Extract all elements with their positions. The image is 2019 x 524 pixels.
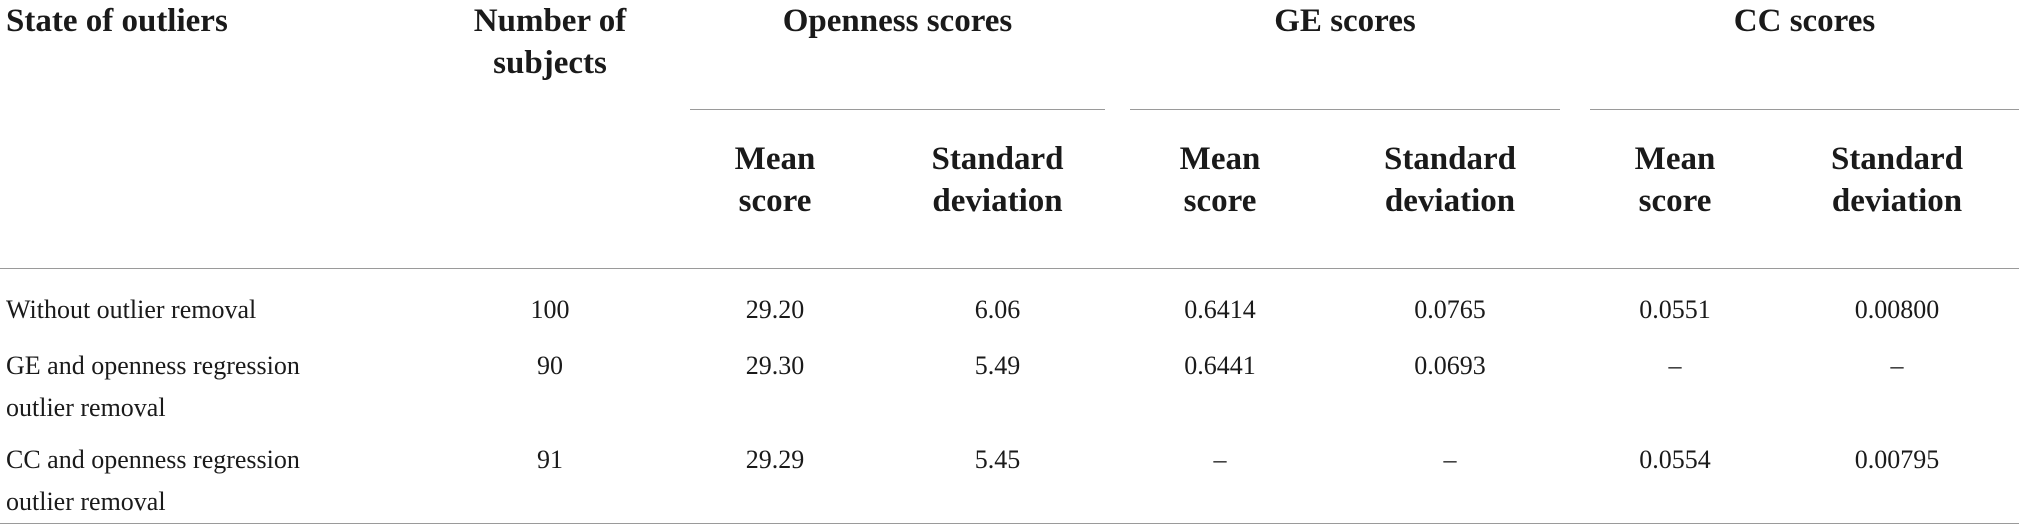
header-cc-sd-text: Standard deviation [1812, 138, 1982, 222]
header-ge-mean-text: Mean score [1160, 138, 1280, 222]
cell-cc-sd: – [1775, 335, 2019, 429]
cell-ge-sd: 0.0765 [1325, 269, 1575, 335]
cell-openness-sd: 5.45 [880, 429, 1115, 524]
header-openness-sd-text: Standard deviation [913, 138, 1083, 222]
header-ge-sd-text: Standard deviation [1365, 138, 1535, 222]
header-openness-mean: Mean score [670, 110, 880, 269]
header-state-of-outliers: State of outliers [0, 0, 430, 269]
cc-group-rule [1590, 109, 2019, 110]
cell-openness-sd: 6.06 [880, 269, 1115, 335]
cell-state: Without outlier removal [0, 269, 430, 335]
cell-openness-sd: 5.49 [880, 335, 1115, 429]
cell-cc-mean: 0.0554 [1575, 429, 1775, 524]
ge-group-rule [1130, 109, 1560, 110]
header-cc-sd: Standard deviation [1775, 110, 2019, 269]
cell-cc-mean: – [1575, 335, 1775, 429]
cell-ge-mean: – [1115, 429, 1325, 524]
cell-cc-sd: 0.00795 [1775, 429, 2019, 524]
cell-openness-mean: 29.29 [670, 429, 880, 524]
header-openness-scores-label: Openness scores [783, 3, 1013, 39]
header-ge-sd: Standard deviation [1325, 110, 1575, 269]
cell-ge-mean: 0.6414 [1115, 269, 1325, 335]
header-number-of-subjects: Number of subjects [430, 0, 670, 269]
cell-subjects: 90 [430, 335, 670, 429]
header-number-of-subjects-text: Number of subjects [465, 0, 635, 84]
cell-ge-sd: – [1325, 429, 1575, 524]
openness-group-rule [690, 109, 1105, 110]
table-row: GE and openness regression outlier remov… [0, 335, 2019, 429]
header-cc-mean-text: Mean score [1615, 138, 1735, 222]
header-cc-mean: Mean score [1575, 110, 1775, 269]
header-ge-scores: GE scores [1115, 0, 1575, 110]
cell-subjects: 91 [430, 429, 670, 524]
cell-openness-mean: 29.20 [670, 269, 880, 335]
header-cc-scores-label: CC scores [1734, 3, 1875, 39]
header-openness-sd: Standard deviation [880, 110, 1115, 269]
cell-cc-sd: 0.00800 [1775, 269, 2019, 335]
header-ge-mean: Mean score [1115, 110, 1325, 269]
header-openness-mean-text: Mean score [715, 138, 835, 222]
cell-ge-mean: 0.6441 [1115, 335, 1325, 429]
cell-state-text: CC and openness regression outlier remov… [6, 439, 366, 523]
table-row: Without outlier removal 100 29.20 6.06 0… [0, 269, 2019, 335]
header-cc-scores: CC scores [1575, 0, 2019, 110]
header-openness-scores: Openness scores [670, 0, 1115, 110]
cell-subjects: 100 [430, 269, 670, 335]
cell-cc-mean: 0.0551 [1575, 269, 1775, 335]
cell-ge-sd: 0.0693 [1325, 335, 1575, 429]
cell-state: CC and openness regression outlier remov… [0, 429, 430, 524]
cell-state-text: GE and openness regression outlier remov… [6, 345, 366, 429]
table-row: CC and openness regression outlier remov… [0, 429, 2019, 524]
cell-openness-mean: 29.30 [670, 335, 880, 429]
header-ge-scores-label: GE scores [1274, 3, 1415, 39]
cell-state: GE and openness regression outlier remov… [0, 335, 430, 429]
